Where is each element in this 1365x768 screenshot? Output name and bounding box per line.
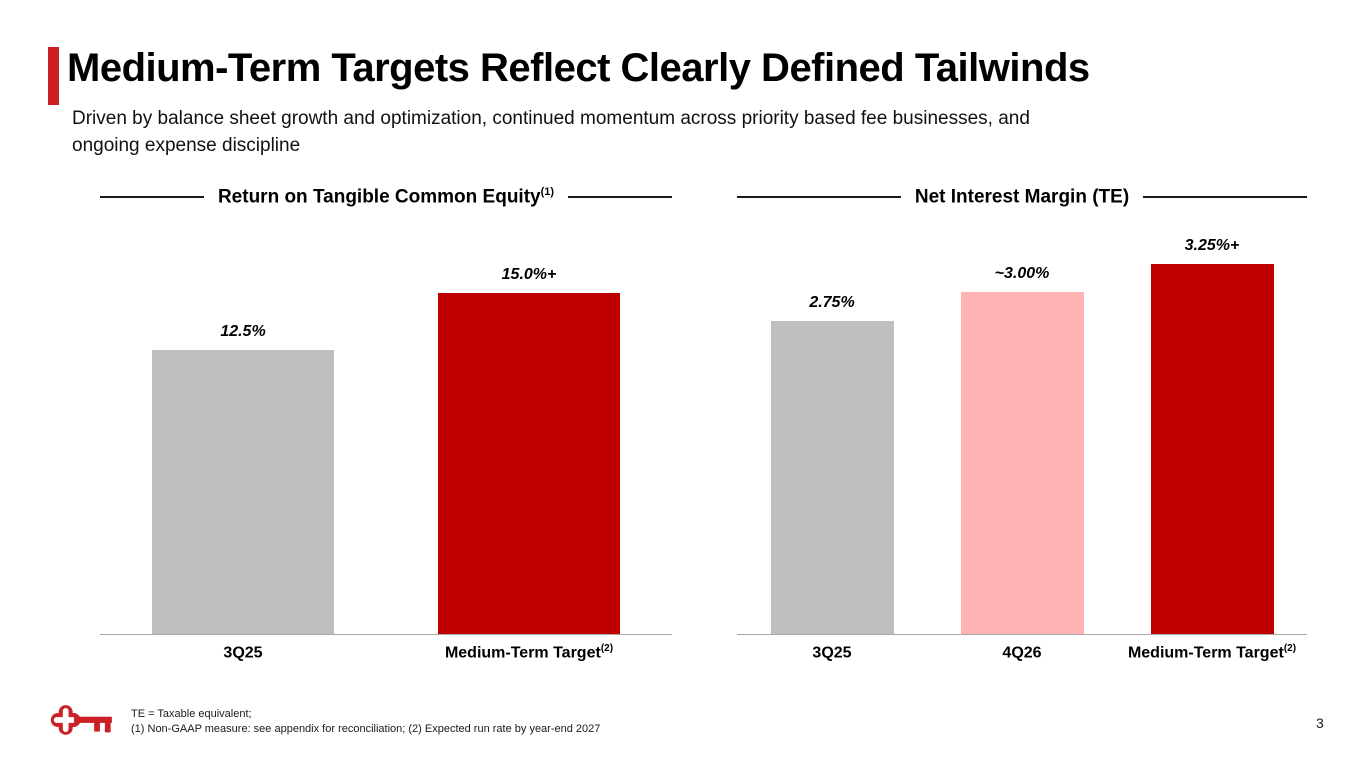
page-title: Medium-Term Targets Reflect Clearly Defi…: [67, 46, 1090, 90]
category-text: Medium-Term Target: [444, 644, 601, 662]
footnotes: TE = Taxable equivalent; (1) Non-GAAP me…: [131, 707, 600, 738]
bar: [438, 293, 620, 634]
category-text: 3Q25: [812, 644, 852, 662]
bar: [1150, 264, 1274, 634]
bar-column: ~3.00%: [927, 265, 1117, 634]
footnote-line: TE = Taxable equivalent;: [131, 708, 252, 720]
category-row: 3Q25 Medium-Term Target(2): [100, 634, 672, 662]
bar-value-label: 15.0%+: [501, 266, 557, 283]
bar-column: 2.75%: [737, 294, 927, 634]
keybank-key-logo-icon: [50, 699, 116, 741]
chart-title-wrap: Net Interest Margin (TE): [901, 186, 1143, 208]
title-accent-bar: [48, 47, 59, 105]
category-superscript: (2): [1283, 643, 1297, 654]
category-label: 4Q26: [927, 643, 1117, 662]
footnote-line: (1) Non-GAAP measure: see appendix for r…: [131, 723, 601, 736]
header-rule-right: [1143, 196, 1307, 198]
page-number: 3: [1316, 715, 1324, 731]
plot-area: 12.5% 15.0%+: [100, 216, 672, 634]
category-label: 3Q25: [737, 643, 927, 662]
bar-value-label: 2.75%: [809, 294, 855, 311]
bar: [770, 321, 894, 634]
bar: [960, 292, 1084, 634]
category-label: Medium-Term Target(2): [386, 643, 672, 662]
bar-column: 15.0%+: [386, 266, 672, 634]
bar-column: 3.25%+: [1117, 237, 1307, 634]
header-rule-right: [568, 196, 672, 198]
chart-nim: Net Interest Margin (TE) 2.75% ~3.00% 3.25…: [737, 178, 1307, 662]
subtitle-line: Driven by balance sheet growth and optim…: [72, 108, 1030, 129]
bar: [152, 350, 334, 634]
bar-value-label: 12.5%: [220, 323, 266, 340]
chart-title-wrap: Return on Tangible Common Equity(1): [204, 186, 568, 208]
category-superscript: (2): [600, 643, 614, 654]
bar-value-label: ~3.00%: [994, 265, 1050, 282]
chart-header: Net Interest Margin (TE): [737, 178, 1307, 216]
category-label: Medium-Term Target(2): [1117, 643, 1307, 662]
chart-title: Return on Tangible Common Equity: [217, 186, 541, 208]
category-text: 4Q26: [1002, 644, 1042, 662]
bar-column: 12.5%: [100, 323, 386, 634]
chart-header: Return on Tangible Common Equity(1): [100, 178, 672, 216]
chart-title-superscript: (1): [540, 185, 555, 198]
chart-title: Net Interest Margin (TE): [914, 186, 1130, 208]
header-rule-left: [737, 196, 901, 198]
bar-value-label: 3.25%+: [1184, 237, 1240, 254]
category-text: Medium-Term Target: [1127, 644, 1284, 662]
subtitle-line: ongoing expense discipline: [72, 134, 301, 156]
category-text: 3Q25: [223, 644, 263, 662]
header-rule-left: [100, 196, 204, 198]
page-subtitle: Driven by balance sheet growth and optim…: [72, 106, 1030, 160]
category-label: 3Q25: [100, 643, 386, 662]
category-row: 3Q25 4Q26 Medium-Term Target(2): [737, 634, 1307, 662]
plot-area: 2.75% ~3.00% 3.25%+: [737, 216, 1307, 634]
chart-rotce: Return on Tangible Common Equity(1) 12.5…: [100, 178, 672, 662]
